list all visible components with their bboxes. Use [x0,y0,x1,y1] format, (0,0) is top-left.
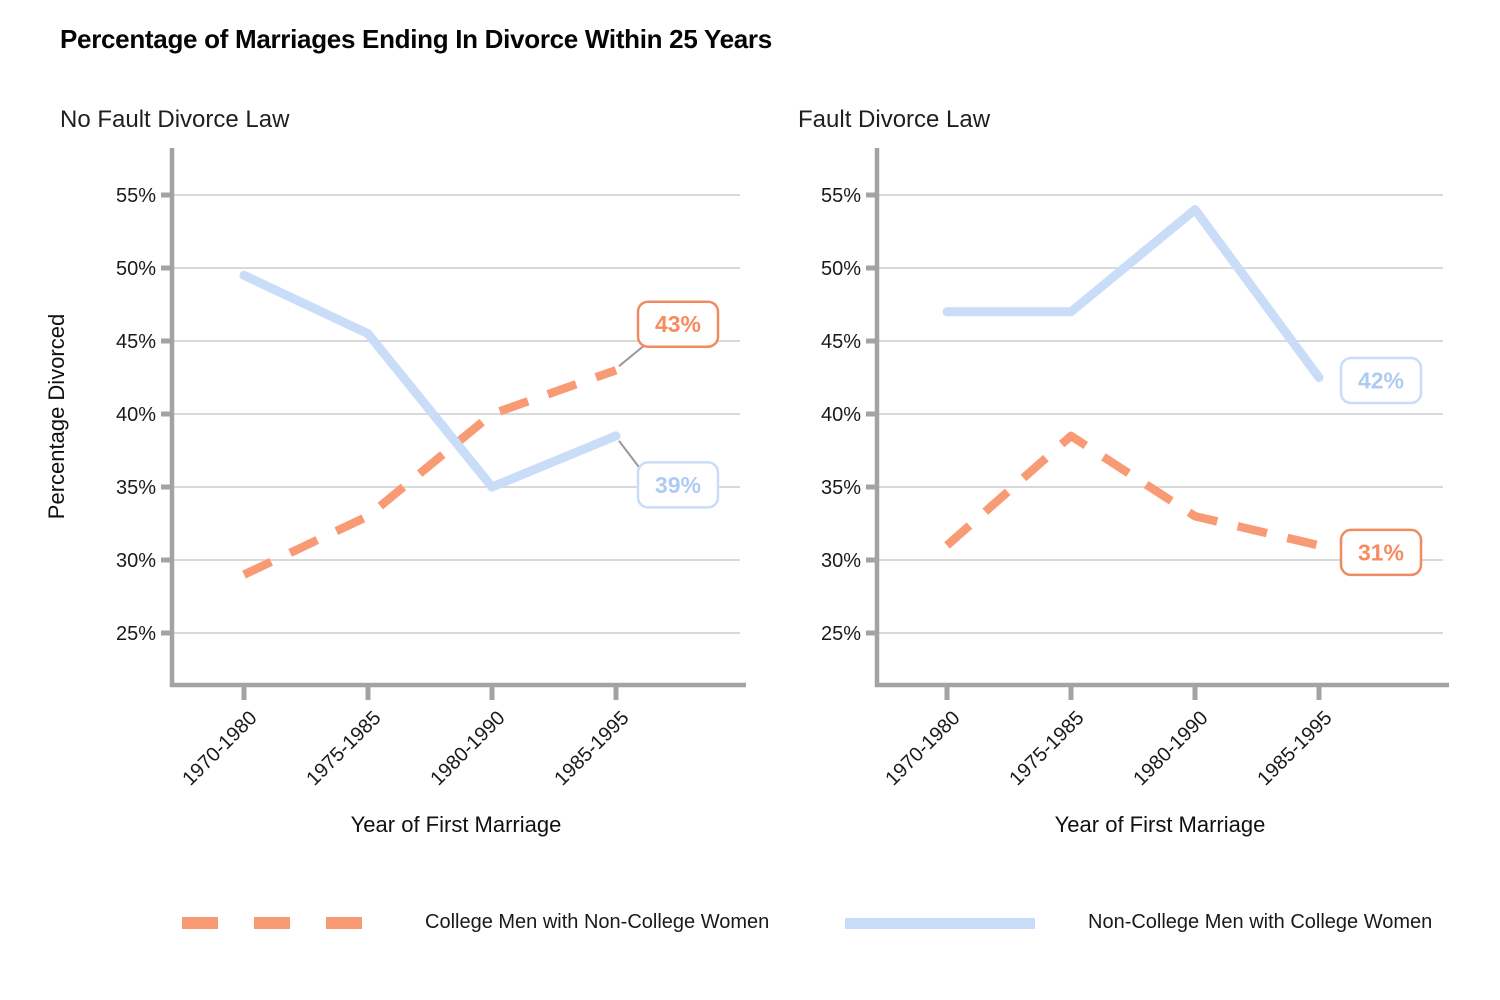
y-tick-label: 50% [821,258,861,280]
left-chart-no-fault: 55% 50% 45% 40% 35% 30% 25% 1970-1980 1975-1985 1… [44,148,746,837]
end-label-value: 31% [1358,539,1404,565]
series-line-non-college-men [239,270,621,492]
legend-label-college-men: College Men with Non-College Women [425,911,770,933]
y-tick-label: 45% [116,331,156,353]
x-tick-label: 1985-1995 [550,707,633,790]
left-chart-title: No Fault Divorce Law [60,106,290,133]
right-chart-title: Fault Divorce Law [798,106,991,133]
page-title: Percentage of Marriages Ending In Divorc… [60,24,772,54]
legend-swatch-college-men [182,917,363,929]
y-tick-label: 40% [116,404,156,426]
y-tick-label: 25% [821,623,861,645]
series-line-college-men [242,366,618,579]
end-label-box [1339,528,1423,577]
y-tick-label: 55% [821,185,861,207]
x-tick-label: 1970-1980 [178,707,261,790]
x-tick-label: 1980-1990 [426,707,509,790]
end-label-box [636,461,720,509]
y-tick-label: 25% [116,623,156,645]
x-axis-title: Year of First Marriage [1055,812,1266,837]
y-tick-label: 40% [821,404,861,426]
x-tick-label: 1970-1980 [881,707,964,790]
series-line-college-men [944,431,1320,550]
x-axis-title: Year of First Marriage [351,812,562,837]
x-tick-label: 1975-1985 [302,707,385,790]
y-tick-label: 35% [116,477,156,499]
y-tick-label: 45% [821,331,861,353]
end-label-value: 39% [655,472,701,498]
y-axis-title: Percentage Divorced [44,314,69,519]
legend-swatch-non-college-men [845,918,1035,929]
y-tick-label: 30% [116,550,156,572]
legend-label-non-college-men: Non-College Men with College Women [1088,911,1433,933]
end-label-value: 43% [655,311,701,337]
legend: College Men with Non-College Women Non-C… [0,900,1500,960]
x-tick-label: 1975-1985 [1005,707,1088,790]
x-tick-label: 1985-1995 [1253,707,1336,790]
end-label-value: 42% [1358,368,1404,394]
end-label-box [1339,356,1423,405]
x-tick-label: 1980-1990 [1129,707,1212,790]
y-tick-label: 35% [821,477,861,499]
y-tick-label: 55% [116,185,156,207]
y-tick-label: 50% [116,258,156,280]
y-tick-label: 30% [821,550,861,572]
end-label-box [636,300,720,348]
series-line-non-college-men [942,205,1324,382]
right-chart-fault: 55% 50% 45% 40% 35% 30% 25% 1970-1980 1975-1985 1… [821,148,1449,837]
